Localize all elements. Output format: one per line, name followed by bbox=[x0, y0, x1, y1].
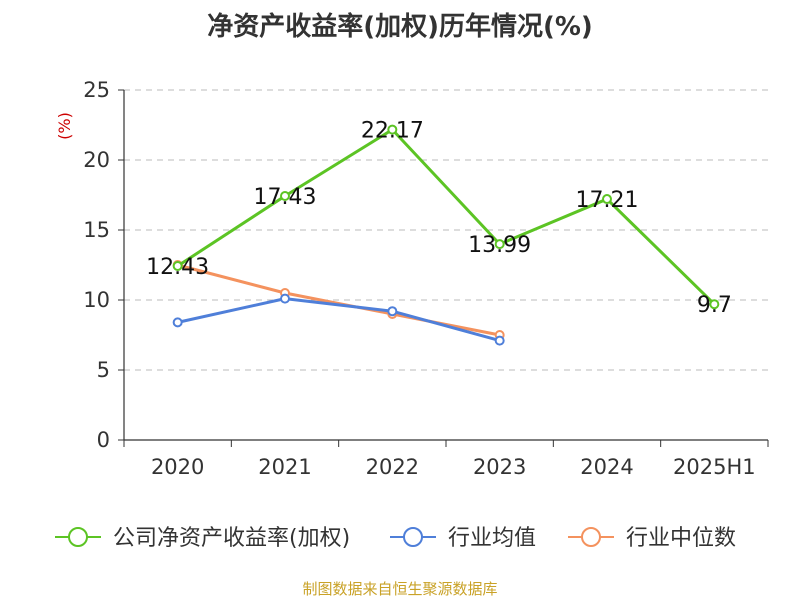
data-point[interactable] bbox=[280, 293, 290, 304]
legend-label: 公司净资产收益率(加权) bbox=[113, 526, 350, 551]
data-label: 9.7 bbox=[697, 293, 732, 318]
y-tick-label: 20 bbox=[83, 148, 110, 172]
data-point[interactable] bbox=[172, 317, 183, 328]
legend-item[interactable]: 公司净资产收益率(加权) bbox=[55, 526, 350, 551]
data-point[interactable] bbox=[280, 190, 290, 201]
legend-item[interactable]: 行业中位数 bbox=[568, 526, 736, 551]
legend-item[interactable]: 行业均值 bbox=[390, 526, 536, 551]
source-note: 制图数据来自恒生聚源数据库 bbox=[302, 580, 498, 598]
data-point[interactable] bbox=[172, 260, 183, 271]
data-label: 13.99 bbox=[468, 233, 531, 258]
x-tick-label: 2022 bbox=[366, 455, 419, 479]
data-labels: 12.43 17.43 22.17 13.99 17.21 9.7 bbox=[146, 119, 732, 319]
data-point[interactable] bbox=[709, 299, 720, 310]
data-label: 12.43 bbox=[146, 255, 209, 280]
chart-title: 净资产收益率(加权)历年情况(%) bbox=[207, 12, 593, 42]
grid-lines bbox=[124, 89, 768, 371]
data-point[interactable] bbox=[387, 124, 398, 135]
data-point[interactable] bbox=[494, 239, 505, 250]
legend[interactable]: 公司净资产收益率(加权) 行业均值 行业中位数 bbox=[55, 526, 736, 551]
series-layer bbox=[172, 124, 720, 346]
y-tick-label: 25 bbox=[83, 78, 110, 102]
data-label: 17.43 bbox=[254, 185, 317, 210]
y-tick-label: 10 bbox=[83, 288, 110, 312]
series-line bbox=[176, 128, 716, 306]
data-point[interactable] bbox=[494, 335, 505, 346]
data-label: 22.17 bbox=[361, 119, 424, 144]
x-tick-label: 2024 bbox=[580, 455, 633, 479]
y-tick-label: 15 bbox=[83, 218, 110, 242]
data-label: 17.21 bbox=[576, 188, 639, 213]
legend-marker bbox=[581, 527, 601, 547]
y-axis-label: (%) bbox=[55, 112, 74, 140]
data-point[interactable] bbox=[602, 194, 612, 205]
legend-label: 行业中位数 bbox=[626, 526, 736, 551]
y-tick-label: 0 bbox=[97, 428, 110, 452]
x-tick-label: 2023 bbox=[473, 455, 526, 479]
legend-marker bbox=[403, 527, 423, 547]
legend-marker bbox=[68, 527, 88, 547]
series-line bbox=[177, 297, 501, 343]
y-tick-label: 5 bbox=[97, 358, 110, 382]
data-point[interactable] bbox=[387, 306, 398, 317]
legend-label: 行业均值 bbox=[448, 526, 536, 551]
x-tick-label: 2020 bbox=[151, 455, 204, 479]
x-tick-label: 2025H1 bbox=[673, 455, 756, 479]
axes: 0 5 10 15 20 25 2020 2021 2022 2023 2024 2025H1 bbox=[83, 78, 769, 479]
x-tick-label: 2021 bbox=[258, 455, 311, 479]
